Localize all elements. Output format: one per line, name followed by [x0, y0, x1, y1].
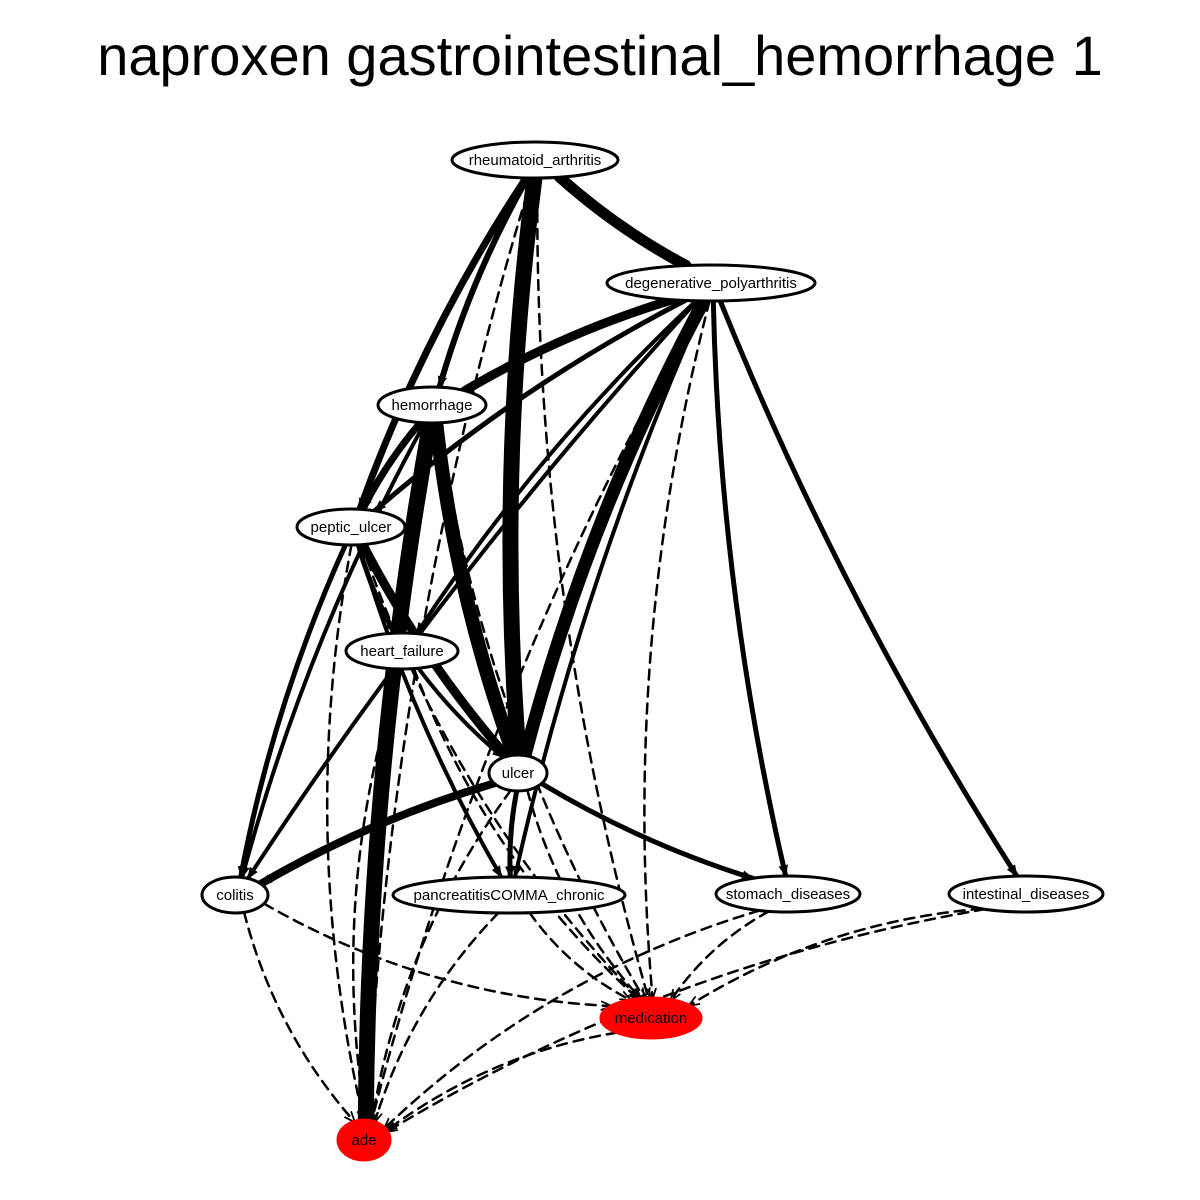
node-label: ulcer	[502, 765, 535, 782]
edge-intestinal_diseases-to-medication	[690, 909, 982, 1006]
node-hemorrhage: hemorrhage	[378, 387, 486, 423]
edge-degenerative_polyarthritis-to-stomach_diseases	[713, 301, 785, 876]
node-ulcer: ulcer	[489, 755, 547, 791]
node-rheumatoid-arthritis: rheumatoid_arthritis	[452, 142, 618, 178]
node-ade: ade	[338, 1120, 390, 1160]
node-degenerative-polyarthritis: degenerative_polyarthritis	[607, 265, 815, 301]
edge-medication-to-ade	[387, 1033, 617, 1131]
node-label: peptic_ulcer	[311, 519, 392, 536]
node-label: rheumatoid_arthritis	[469, 152, 602, 169]
edge-pancreatitis_chronic-to-medication	[530, 913, 631, 1000]
node-label: hemorrhage	[392, 397, 473, 414]
node-label: intestinal_diseases	[963, 886, 1090, 903]
edge-colitis-to-ade	[244, 912, 354, 1121]
node-peptic-ulcer: peptic_ulcer	[297, 509, 405, 545]
node-heart-failure: heart_failure	[346, 633, 458, 669]
node-medication: medication	[601, 998, 701, 1038]
edge-rheumatoid_arthritis-to-degenerative_polyarthritis	[560, 177, 686, 265]
edge-ulcer-to-pancreatitis_chronic	[510, 791, 517, 877]
nodes-layer: rheumatoid_arthritis degenerative_polyart…	[202, 142, 1103, 1160]
node-label: colitis	[216, 887, 254, 904]
node-colitis: colitis	[202, 877, 268, 913]
edge-colitis-to-medication	[264, 904, 611, 1007]
node-pancreatitis-chronic: pancreatitisCOMMA_chronic	[393, 877, 625, 913]
node-label: degenerative_polyarthritis	[625, 275, 797, 292]
node-label: pancreatitisCOMMA_chronic	[414, 887, 605, 904]
node-intestinal-diseases: intestinal_diseases	[949, 876, 1103, 912]
node-stomach-diseases: stomach_diseases	[716, 876, 860, 912]
node-label: heart_failure	[360, 643, 443, 660]
node-label: medication	[615, 1010, 688, 1027]
edge-pancreatitis_chronic-to-ade	[375, 913, 499, 1122]
node-label: ade	[351, 1132, 376, 1149]
edge-degenerative_polyarthritis-to-hemorrhage	[465, 300, 673, 391]
node-label: stomach_diseases	[726, 886, 850, 903]
